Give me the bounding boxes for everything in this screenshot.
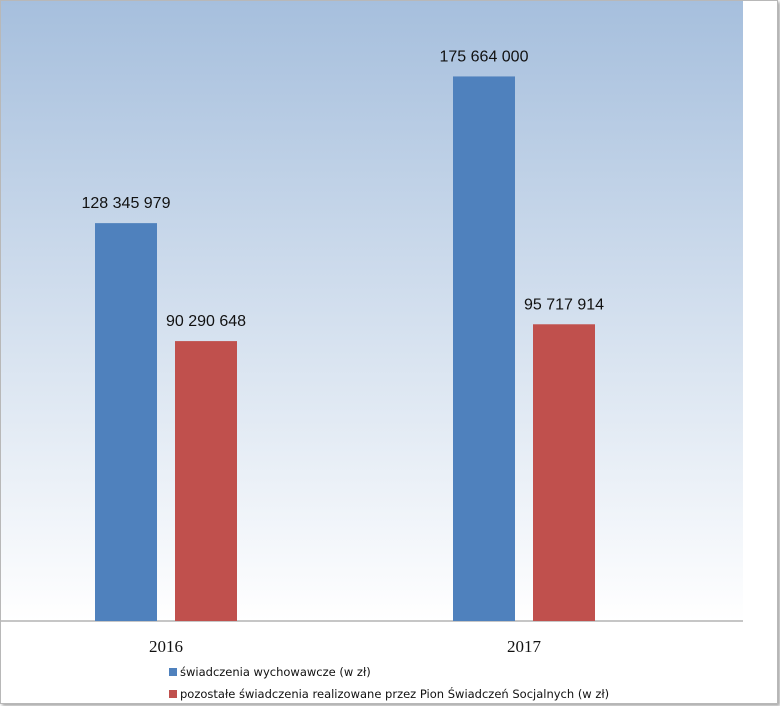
bar-2016-series-2 [175,341,237,621]
legend-label-series-2: pozostałe świadczenia realizowane przez … [180,687,610,701]
legend-label-series-1: świadczenia wychowawcze (w zł) [180,665,371,679]
legend: świadczenia wychowawcze (w zł) pozostałe… [169,661,609,705]
bar-2017-series-1 [453,76,515,622]
legend-item-series-2: pozostałe świadczenia realizowane przez … [169,683,609,705]
legend-swatch-blue [169,668,177,676]
data-label-2017-series-2: 95 717 914 [524,296,604,313]
bar-2016-series-1 [95,223,157,621]
x-tick-label-2016: 2016 [149,637,183,656]
data-label-2016-series-2: 90 290 648 [166,313,246,330]
bar-2017-series-2 [533,324,595,621]
legend-item-series-1: świadczenia wychowawcze (w zł) [169,661,609,683]
data-label-2017-series-1: 175 664 000 [440,48,529,65]
data-label-2016-series-1: 128 345 979 [82,195,171,212]
x-tick-label-2017: 2017 [507,637,542,656]
legend-swatch-red [169,690,177,698]
